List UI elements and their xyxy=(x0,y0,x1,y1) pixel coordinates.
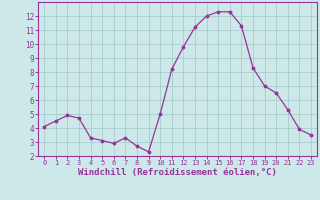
X-axis label: Windchill (Refroidissement éolien,°C): Windchill (Refroidissement éolien,°C) xyxy=(78,168,277,177)
